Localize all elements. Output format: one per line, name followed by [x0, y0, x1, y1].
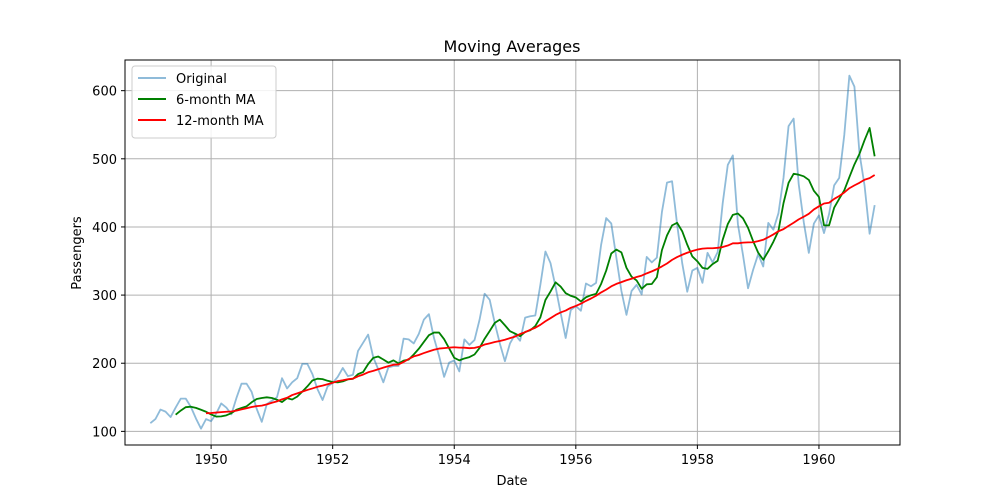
legend: Original 6-month MA 12-month MA [131, 65, 277, 139]
x-tick-label: 1952 [316, 453, 349, 468]
x-tick-label: 1958 [681, 453, 714, 468]
series-line-12-month-ma [206, 174, 876, 415]
plot-frame [124, 59, 901, 446]
series-layer [149, 74, 876, 430]
series-line-6-month-ma [175, 127, 876, 418]
y-tick-label: 300 [92, 289, 117, 304]
y-tick-label: 500 [92, 153, 117, 168]
y-axis-ticks: 100 200 300 400 500 600 [92, 85, 125, 440]
y-tick-label: 600 [92, 85, 117, 100]
series-line-original [149, 74, 876, 430]
chart-title: Moving Averages [444, 37, 581, 56]
legend-label-original: Original [176, 72, 227, 87]
legend-label-12-month-ma: 12-month MA [176, 114, 264, 129]
x-tick-label: 1956 [559, 453, 592, 468]
y-tick-label: 400 [92, 221, 117, 236]
x-tick-label: 1960 [802, 453, 835, 468]
y-axis-label: Passengers [70, 216, 85, 290]
x-tick-label: 1950 [195, 453, 228, 468]
legend-box [131, 65, 277, 139]
y-tick-label: 200 [92, 357, 117, 372]
x-tick-label: 1954 [438, 453, 471, 468]
x-axis-label: Date [496, 474, 527, 489]
x-axis-ticks: 1950 1952 1954 1956 1958 1960 [195, 445, 836, 468]
y-tick-label: 100 [92, 425, 117, 440]
legend-label-6-month-ma: 6-month MA [176, 93, 256, 108]
